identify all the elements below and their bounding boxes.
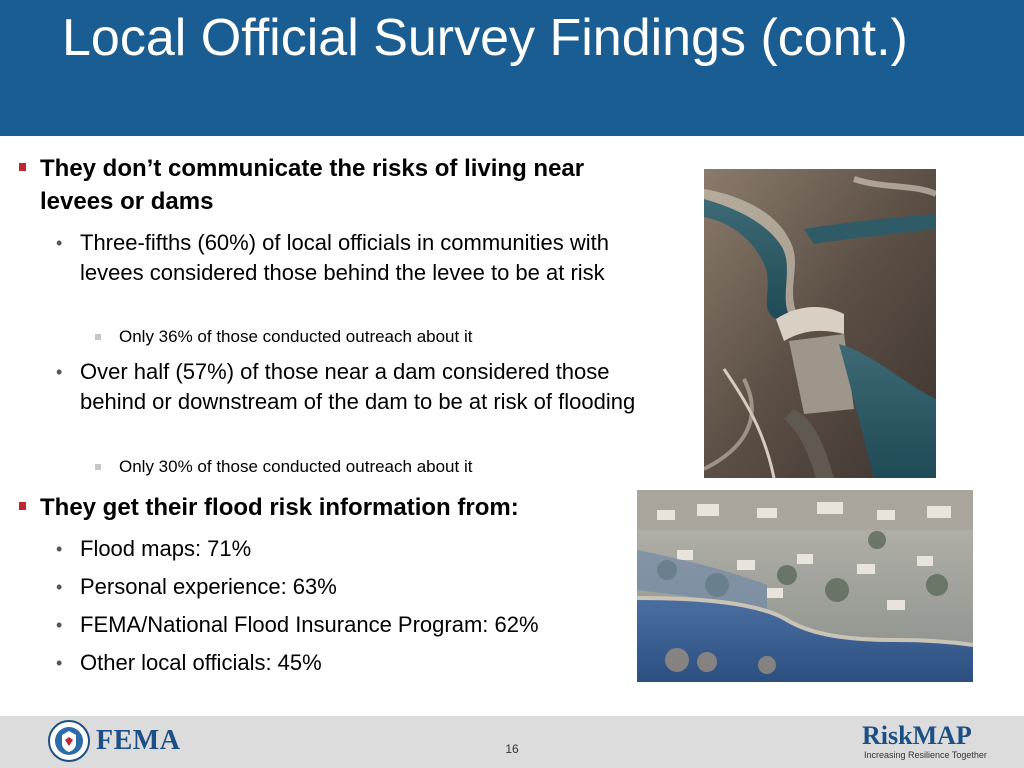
bullet-dot-icon: • xyxy=(56,539,63,559)
dhs-seal-icon xyxy=(48,720,90,762)
dam-aerial-photo xyxy=(704,169,936,478)
square-bullet-icon xyxy=(19,163,26,171)
bullet-dot-icon: • xyxy=(56,615,63,635)
footer-bar xyxy=(0,716,1024,768)
dam-photo-graphic xyxy=(704,169,936,478)
flood-photo-graphic xyxy=(637,490,973,682)
list-item: • Flood maps: 71% xyxy=(56,534,660,564)
title-bar: Local Official Survey Findings (cont.) xyxy=(0,0,1024,136)
list-item: • Over half (57%) of those near a dam co… xyxy=(56,357,660,417)
bullet-dot-icon: • xyxy=(56,577,63,597)
bullet-heading-communication: They don’t communicate the risks of livi… xyxy=(19,152,640,218)
small-square-bullet-icon xyxy=(95,464,101,470)
page-number: 16 xyxy=(505,742,519,756)
page-title: Local Official Survey Findings (cont.) xyxy=(62,9,908,67)
small-square-bullet-icon xyxy=(95,334,101,340)
list-item: • FEMA/National Flood Insurance Program:… xyxy=(56,610,660,640)
list-item-text: Flood maps: 71% xyxy=(80,536,252,561)
bullet-dot-icon: • xyxy=(56,653,63,673)
bullet-dot-icon: • xyxy=(56,362,63,382)
heading-text: They get their flood risk information fr… xyxy=(40,494,519,521)
square-bullet-icon xyxy=(19,502,26,510)
sub-list-item-text: Only 36% of those conducted outreach abo… xyxy=(119,327,473,346)
list-item-text: Three-fifths (60%) of local officials in… xyxy=(80,230,610,285)
sub-list-item-text: Only 30% of those conducted outreach abo… xyxy=(119,457,473,476)
riskmap-logo: RiskMAP xyxy=(862,721,972,750)
sub-list-item: Only 36% of those conducted outreach abo… xyxy=(95,325,639,349)
riskmap-tagline: Increasing Resilience Together xyxy=(864,750,987,760)
list-item-text: Other local officials: 45% xyxy=(80,650,322,675)
fema-logo: FEMA xyxy=(96,725,181,756)
list-item: • Personal experience: 63% xyxy=(56,572,660,602)
list-item-text: FEMA/National Flood Insurance Program: 6… xyxy=(80,612,539,637)
bullet-dot-icon: • xyxy=(56,233,63,253)
heading-text: They don’t communicate the risks of livi… xyxy=(40,155,585,215)
list-item: • Other local officials: 45% xyxy=(56,648,660,678)
bullet-heading-sources: They get their flood risk information fr… xyxy=(19,491,640,524)
list-item-text: Personal experience: 63% xyxy=(80,574,337,599)
list-item-text: Over half (57%) of those near a dam cons… xyxy=(80,359,636,414)
sub-list-item: Only 30% of those conducted outreach abo… xyxy=(95,455,639,479)
list-item: • Three-fifths (60%) of local officials … xyxy=(56,228,660,288)
flooded-town-aerial-photo xyxy=(637,490,973,682)
